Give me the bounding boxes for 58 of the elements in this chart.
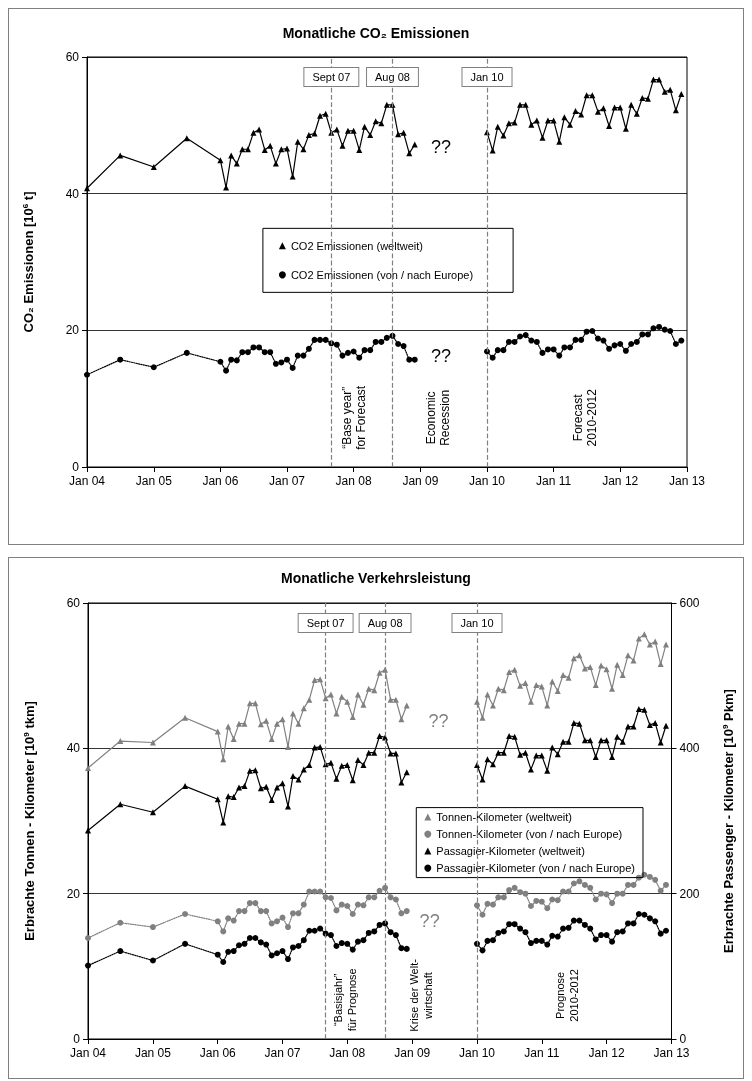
ref-line-label: Jan 10 <box>460 617 494 629</box>
y2-tick-label: 200 <box>679 886 700 901</box>
legend-label: Tonnen-Kilometer (von / nach Europe) <box>436 828 623 841</box>
legend-label: Tonnen-Kilometer (weltweit) <box>436 811 573 824</box>
x-tick-label: Jan 04 <box>69 1046 107 1060</box>
y2-tick-label: 0 <box>679 1032 687 1046</box>
x-tick-label: Jan 08 <box>329 1046 366 1060</box>
y-tick-label: 20 <box>65 323 80 338</box>
x-tick-label: Jan 09 <box>394 1046 431 1060</box>
x-tick-label: Jan 11 <box>524 1046 560 1060</box>
annotation: ?? <box>430 137 452 158</box>
x-tick-label: Jan 05 <box>134 1046 172 1060</box>
x-tick-label: Jan 13 <box>668 474 706 488</box>
y-tick-label: 60 <box>66 596 81 610</box>
y2-tick-label: 400 <box>679 741 700 756</box>
annotation: Economic Recession <box>424 389 452 446</box>
ref-line-label: Sept 07 <box>312 71 351 83</box>
legend-label: CO2 Emissionen (von / nach Europe) <box>290 268 474 281</box>
legend-label: CO2 Emissionen (weltweit) <box>290 239 423 252</box>
ref-line-label: Aug 08 <box>367 617 403 629</box>
x-tick-label: Jan 06 <box>199 1046 237 1060</box>
x-tick-label: Jan 08 <box>335 474 372 488</box>
legend-label: Passagier-Kilometer (weltweit) <box>436 845 585 858</box>
y-tick-label: 0 <box>73 1032 81 1046</box>
x-tick-label: Jan 13 <box>653 1046 690 1060</box>
x-tick-label: Jan 06 <box>202 474 239 488</box>
x-tick-label: Jan 07 <box>268 474 306 488</box>
y-axis-title: Erbrachte Tonnen - Kilometer [109 tkm] <box>21 701 37 941</box>
y-tick-label: 60 <box>65 50 80 64</box>
y-tick-label: 40 <box>65 186 80 201</box>
x-tick-label: Jan 12 <box>588 1046 625 1060</box>
y-tick-label: 0 <box>72 460 80 474</box>
annotation: “Base year” for Forecast <box>340 385 368 450</box>
x-tick-label: Jan 04 <box>68 474 106 488</box>
annotation: ?? <box>430 346 452 367</box>
x-tick-label: Jan 10 <box>458 1046 496 1060</box>
legend-label: Passagier-Kilometer (von / nach Europe) <box>436 862 636 875</box>
x-tick-label: Jan 09 <box>402 474 439 488</box>
chart-title: Monatliche Verkehrsleistung <box>281 570 471 586</box>
ref-line-label: Aug 08 <box>375 71 410 83</box>
annotation: “Basisjahr” für Prognose <box>331 968 358 1032</box>
x-tick-label: Jan 11 <box>536 474 572 488</box>
annotation: Forecast 2010-2012 <box>571 388 599 447</box>
chart-title: Monatliche CO₂ Emissionen <box>282 25 470 41</box>
x-tick-label: Jan 05 <box>135 474 173 488</box>
y-tick-label: 20 <box>66 886 81 901</box>
x-tick-label: Jan 07 <box>264 1046 301 1060</box>
y-axis-title: CO₂ Emissionen [106 t] <box>20 191 36 333</box>
x-tick-label: Jan 10 <box>468 474 506 488</box>
annotation: Krise der Welt- wirtschaft <box>407 958 434 1032</box>
y2-tick-label: 600 <box>679 596 700 610</box>
x-tick-label: Jan 12 <box>602 474 639 488</box>
annotation: ?? <box>428 710 449 731</box>
ref-line-label: Sept 07 <box>306 617 345 629</box>
ref-line-label: Jan 10 <box>470 71 504 83</box>
annotation: ?? <box>419 911 440 932</box>
y-tick-label: 40 <box>66 741 81 756</box>
annotation: Prognose 2010-2012 <box>553 969 580 1022</box>
